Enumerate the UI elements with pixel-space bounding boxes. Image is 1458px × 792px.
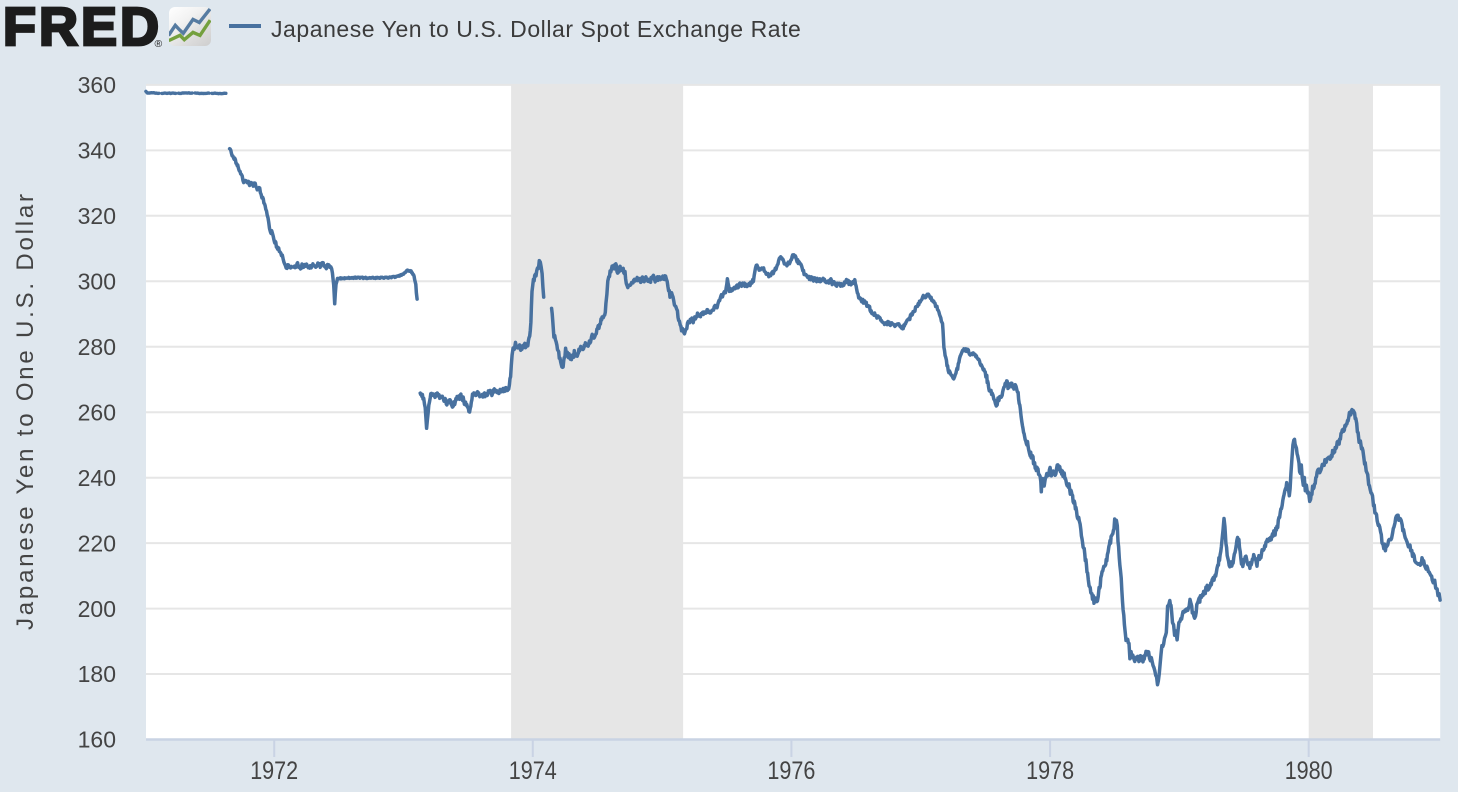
svg-text:340: 340 [78,138,116,164]
svg-text:360: 360 [78,72,116,98]
svg-text:320: 320 [78,203,116,229]
svg-text:1972: 1972 [250,757,298,785]
svg-text:Japanese Yen to One U.S. Dolla: Japanese Yen to One U.S. Dollar [12,194,39,630]
svg-text:200: 200 [78,596,116,622]
svg-text:180: 180 [78,661,116,687]
svg-text:280: 280 [78,334,116,360]
svg-text:1978: 1978 [1026,757,1074,785]
svg-text:300: 300 [78,269,116,295]
svg-text:1976: 1976 [767,757,815,785]
svg-text:1974: 1974 [509,757,557,785]
svg-text:1980: 1980 [1285,757,1333,785]
svg-text:240: 240 [78,465,116,491]
svg-text:160: 160 [78,727,116,753]
svg-text:260: 260 [78,399,116,425]
svg-text:220: 220 [78,530,116,556]
